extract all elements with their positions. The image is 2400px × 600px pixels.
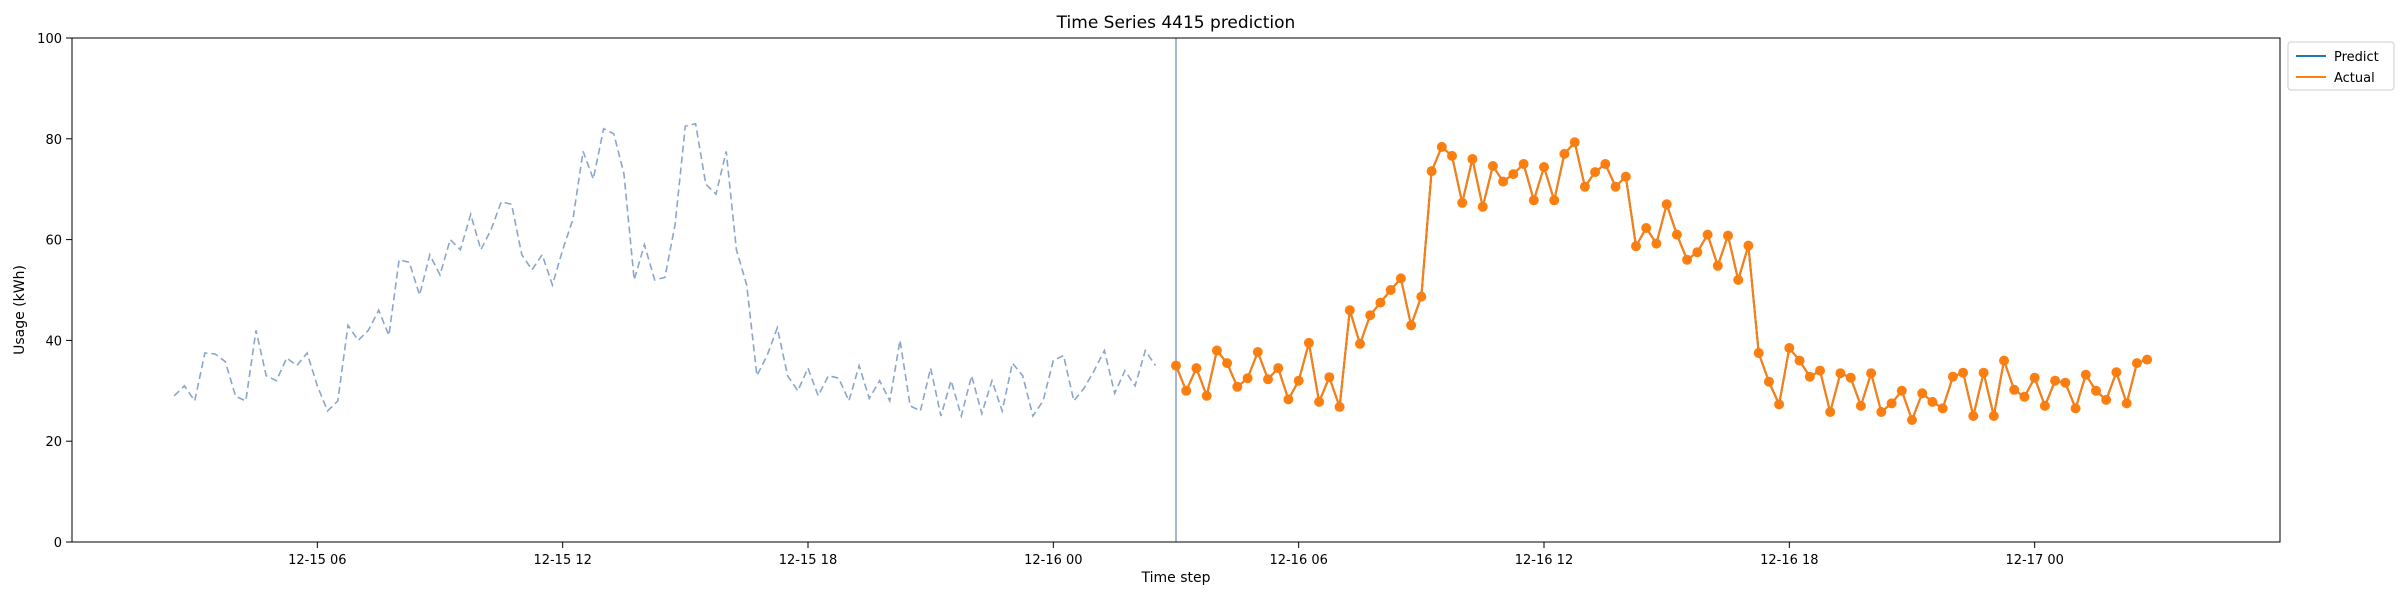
y-tick-label: 100 bbox=[37, 32, 62, 47]
legend-label-actual: Actual bbox=[2334, 71, 2375, 86]
y-tick-label: 20 bbox=[45, 435, 62, 450]
x-tick-label: 12-16 00 bbox=[1024, 553, 1082, 568]
y-tick-label: 40 bbox=[45, 334, 62, 349]
history-line bbox=[173, 122, 1157, 420]
x-tick-label: 12-16 06 bbox=[1269, 553, 1327, 568]
x-tick-label: 12-15 06 bbox=[288, 553, 346, 568]
plot-frame bbox=[71, 37, 2281, 543]
x-tick-label: 12-15 18 bbox=[779, 553, 837, 568]
x-axis-title: Time step bbox=[1141, 570, 1211, 586]
y-tick-label: 0 bbox=[54, 536, 62, 551]
x-tick-label: 12-16 12 bbox=[1515, 553, 1573, 568]
actual-line-overlay bbox=[1175, 140, 2148, 423]
x-tick-label: 12-17 00 bbox=[2005, 553, 2063, 568]
y-tick-label: 60 bbox=[45, 234, 62, 249]
legend-label-predict: Predict bbox=[2334, 50, 2379, 65]
y-tick-label: 80 bbox=[45, 133, 62, 148]
x-tick-label: 12-15 12 bbox=[533, 553, 591, 568]
plot-area bbox=[173, 38, 2153, 542]
x-tick-label: 12-16 18 bbox=[1760, 553, 1818, 568]
y-axis-title: Usage (kWh) bbox=[12, 265, 28, 355]
legend: Predict Actual bbox=[2287, 41, 2395, 91]
chart-title: Time Series 4415 prediction bbox=[1056, 13, 1296, 33]
y-axis: 0 20 40 60 80 100 bbox=[37, 32, 72, 551]
x-axis: 12-15 06 12-15 12 12-15 18 12-16 00 12-16 06… bbox=[288, 542, 2064, 568]
